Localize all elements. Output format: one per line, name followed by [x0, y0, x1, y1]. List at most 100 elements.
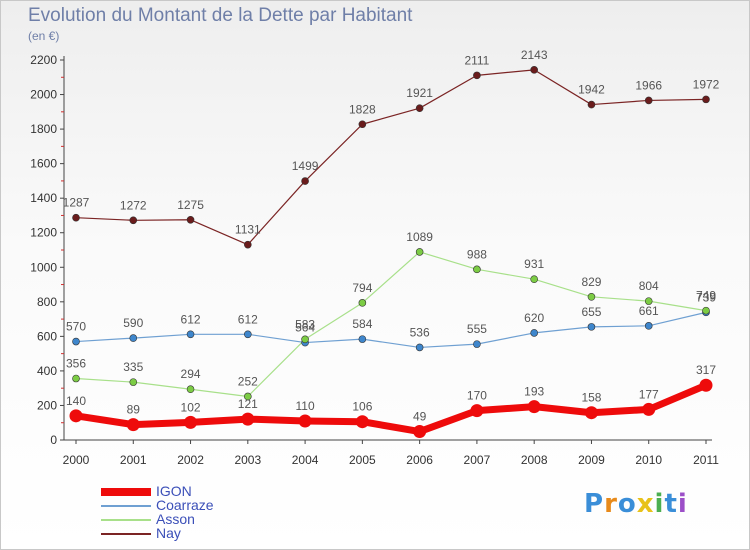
data-label: 317 [696, 363, 716, 377]
data-label: 121 [238, 397, 258, 411]
data-point [126, 418, 140, 432]
data-point [358, 299, 367, 307]
data-label: 102 [181, 400, 201, 414]
data-label: 655 [581, 305, 601, 319]
data-label: 620 [524, 311, 544, 325]
y-tick-label: 1400 [30, 191, 57, 205]
data-label: 89 [127, 403, 141, 417]
data-label: 1921 [406, 86, 433, 100]
logo-letter: x [636, 489, 655, 519]
data-label: 988 [467, 247, 487, 261]
y-tick-label: 800 [37, 295, 57, 309]
x-tick-label: 2008 [521, 453, 548, 467]
data-label: 1287 [63, 196, 90, 210]
data-label: 294 [181, 367, 201, 381]
data-point [473, 71, 481, 80]
y-tick-label: 1000 [30, 260, 57, 274]
data-point [186, 215, 195, 224]
x-tick-label: 2010 [635, 453, 662, 467]
data-point [358, 335, 367, 343]
data-label: 1972 [693, 77, 720, 91]
data-point [298, 414, 312, 428]
data-point [413, 425, 427, 439]
data-label: 158 [581, 391, 601, 405]
data-label: 739 [696, 290, 716, 304]
data-label: 1499 [292, 159, 319, 173]
data-point [473, 265, 481, 274]
legend-label: Coarraze [156, 497, 214, 513]
data-point [72, 337, 80, 346]
data-point [644, 297, 653, 305]
data-point [129, 334, 138, 342]
data-point [72, 213, 80, 222]
data-point [355, 415, 369, 429]
legend-label: Asson [156, 511, 195, 527]
data-label: 829 [581, 275, 601, 289]
legend-swatch [101, 519, 151, 521]
logo-letter: i [654, 489, 665, 519]
data-point [587, 323, 596, 331]
data-point [244, 330, 252, 339]
data-label: 1272 [120, 198, 147, 212]
data-point [587, 100, 596, 109]
logo-letter: r [604, 489, 618, 519]
data-point [72, 374, 80, 383]
data-label: 2111 [464, 53, 489, 67]
data-point [644, 96, 653, 105]
data-label: 612 [238, 312, 258, 326]
logo-letter: P [584, 489, 605, 519]
data-point [644, 322, 653, 330]
data-point [415, 343, 424, 352]
x-tick-label: 2005 [349, 453, 376, 467]
data-label: 749 [696, 289, 716, 303]
data-label: 1131 [235, 223, 261, 237]
x-tick-label: 2011 [693, 453, 719, 467]
data-point [184, 415, 198, 429]
data-point [699, 378, 713, 392]
data-point [702, 95, 710, 104]
data-point [301, 177, 309, 185]
legend-label: IGON [156, 483, 192, 499]
data-label: 1966 [635, 78, 662, 92]
logo-letter: o [617, 489, 637, 519]
data-point [186, 330, 195, 339]
data-point [527, 400, 541, 414]
legend-swatch [101, 533, 151, 535]
series-line-igon [72, 381, 710, 436]
data-point [358, 120, 367, 129]
x-tick-label: 2001 [120, 453, 147, 467]
series-line-nay [75, 69, 707, 246]
data-label: 612 [181, 312, 201, 326]
data-point [69, 409, 83, 423]
data-point [186, 385, 195, 394]
data-point [301, 335, 309, 344]
x-tick-label: 2004 [292, 453, 319, 467]
data-label: 2143 [521, 48, 548, 62]
y-tick-label: 1600 [30, 157, 57, 171]
data-point [415, 104, 424, 112]
data-point [584, 406, 598, 420]
data-label: 177 [639, 387, 659, 401]
y-tick-label: 2200 [30, 53, 57, 67]
x-tick-label: 2007 [464, 453, 491, 467]
data-label: 140 [66, 394, 86, 408]
x-tick-label: 2009 [578, 453, 605, 467]
data-point [702, 306, 710, 315]
proxiti-logo: Proxiti [584, 489, 688, 519]
data-point [241, 412, 255, 426]
legend-label: Nay [156, 525, 181, 541]
y-tick-label: 600 [37, 329, 57, 343]
series-line-asson [75, 251, 707, 398]
data-label: 555 [467, 322, 487, 336]
data-label: 1828 [349, 102, 376, 116]
data-point [129, 378, 138, 386]
data-label: 583 [295, 317, 315, 331]
x-tick-label: 2000 [63, 453, 90, 467]
data-point [415, 248, 424, 256]
data-point [587, 293, 596, 301]
data-label: 661 [639, 304, 659, 318]
data-label: 590 [123, 316, 143, 330]
y-tick-label: 1200 [30, 226, 57, 240]
logo-letter: i [677, 489, 688, 519]
